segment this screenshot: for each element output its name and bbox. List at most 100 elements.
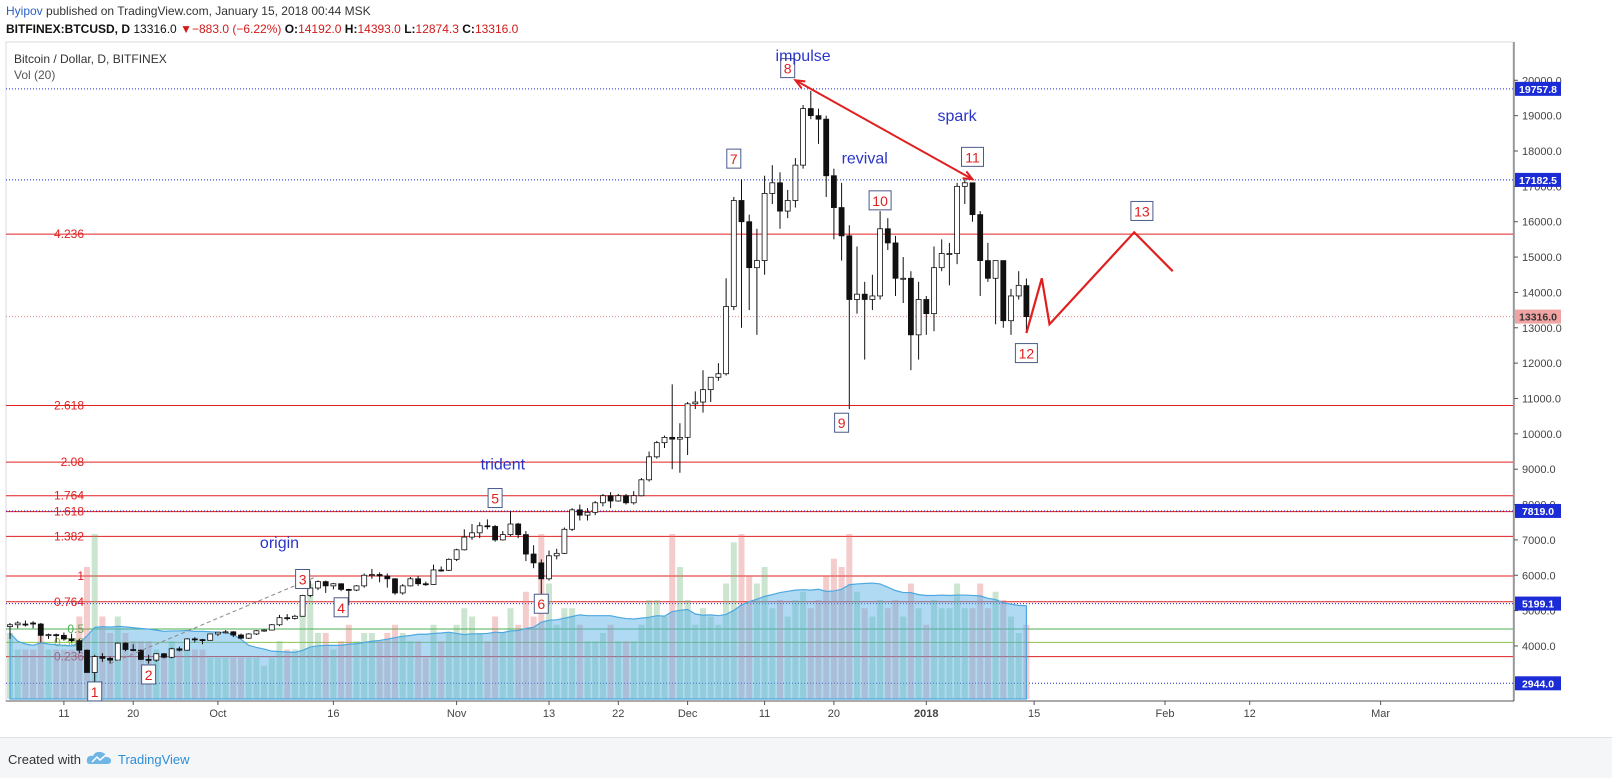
created-with-text: Created with	[8, 752, 81, 767]
wave-label: 10	[872, 193, 888, 209]
volume-bar	[546, 583, 552, 699]
high-value: 14393.0	[357, 22, 401, 36]
candle-body	[538, 562, 545, 580]
volume-bar	[22, 649, 29, 699]
price-chart[interactable]: 4000.05000.06000.07000.08000.09000.01000…	[0, 0, 1612, 737]
y-tick-label: 15000.0	[1522, 252, 1562, 264]
candle-body	[384, 575, 391, 580]
candle-body	[1000, 260, 1007, 322]
y-tick-label: 19000.0	[1522, 111, 1562, 123]
fib-level-label: 4.236	[54, 227, 84, 241]
candle-body	[823, 118, 830, 177]
price-tag	[1515, 309, 1561, 324]
candle-body	[245, 633, 252, 639]
candle-body	[415, 578, 422, 585]
candle-body	[153, 653, 160, 661]
wave-label-box	[1130, 200, 1154, 221]
candle-body	[754, 260, 760, 269]
price-tag-label: 13316.0	[1519, 312, 1557, 324]
candle-body	[368, 574, 375, 576]
candle-body	[1023, 285, 1030, 317]
candle-body	[469, 532, 475, 538]
candle-body	[484, 525, 491, 528]
volume-bar	[307, 583, 314, 699]
volume-bar	[961, 608, 968, 699]
y-tick-label: 16000.0	[1522, 217, 1562, 229]
candle-body	[946, 253, 953, 255]
wave-label: 12	[1019, 346, 1035, 362]
high-label: H:	[344, 22, 358, 36]
close-label: C:	[462, 22, 475, 36]
candle-body	[91, 656, 98, 673]
candle-body	[607, 495, 614, 502]
wave-label-box	[1014, 343, 1038, 364]
x-tick-label: 22	[612, 708, 624, 720]
volume-bar	[615, 641, 622, 699]
volume-bar	[353, 641, 360, 699]
close-value: 13316.0	[474, 22, 519, 36]
volume-bar	[992, 591, 999, 699]
x-tick-label: 15	[1028, 708, 1040, 720]
candle-body	[22, 623, 29, 626]
y-tick-label: 18000.0	[1522, 146, 1562, 158]
candle-body	[915, 299, 922, 336]
volume-bar	[30, 649, 37, 699]
candle-body	[499, 534, 506, 541]
volume-bar	[561, 608, 568, 699]
price-tag	[1515, 172, 1561, 187]
volume-bar	[915, 608, 922, 699]
candle-body	[831, 175, 837, 208]
volume-bar	[415, 641, 422, 699]
candle-body	[738, 200, 745, 223]
candle-body	[492, 526, 499, 541]
volume-bar	[931, 600, 937, 699]
wave-label-box	[333, 597, 349, 618]
x-tick-label: Feb	[1156, 708, 1175, 720]
volume-bar	[376, 641, 383, 699]
y-tick-label: 6000.0	[1522, 570, 1556, 582]
wave-label-box	[834, 412, 850, 433]
candle-body	[230, 631, 237, 636]
volume-bar	[969, 608, 976, 699]
volume-bar	[576, 624, 583, 699]
volume-bar	[407, 641, 414, 699]
volume-bar	[569, 608, 576, 699]
volume-bar	[676, 567, 683, 699]
candle-body	[815, 115, 822, 120]
candle-body	[199, 639, 206, 642]
candle-body	[253, 630, 260, 635]
x-tick-label: 20	[127, 708, 139, 720]
candle-body	[422, 583, 429, 586]
volume-bar	[507, 608, 514, 699]
price-tag	[1515, 596, 1561, 611]
volume-bar	[53, 649, 60, 699]
x-tick-label: 11	[759, 708, 770, 720]
volume-bar	[91, 534, 98, 699]
wave-label: 6	[537, 596, 545, 612]
price-tag	[1515, 676, 1561, 691]
volume-bar	[907, 583, 914, 699]
volume-bar	[430, 624, 437, 699]
candle-body	[584, 511, 591, 516]
candle-body	[653, 442, 660, 458]
volume-bar	[268, 657, 275, 699]
volume-bar	[684, 600, 691, 699]
volume-bar	[607, 624, 614, 699]
volume-bar	[792, 600, 799, 699]
volume-bar	[599, 633, 606, 699]
volume-bar	[669, 534, 676, 699]
candle-body	[7, 624, 13, 627]
candle-body	[45, 634, 52, 637]
candle-body	[30, 622, 37, 625]
volume-bar	[692, 624, 699, 699]
wave-label: 13	[1134, 203, 1150, 219]
candle-body	[546, 555, 552, 580]
volume-bar	[84, 567, 90, 699]
tradingview-link[interactable]: TradingView	[118, 752, 190, 767]
x-tick-label: 2018	[914, 708, 938, 720]
candle-body	[430, 569, 437, 585]
candle-body	[977, 214, 984, 261]
y-tick-label: 11000.0	[1522, 393, 1561, 405]
author-name[interactable]: Hyipov	[6, 4, 43, 18]
volume-bar	[484, 641, 491, 699]
